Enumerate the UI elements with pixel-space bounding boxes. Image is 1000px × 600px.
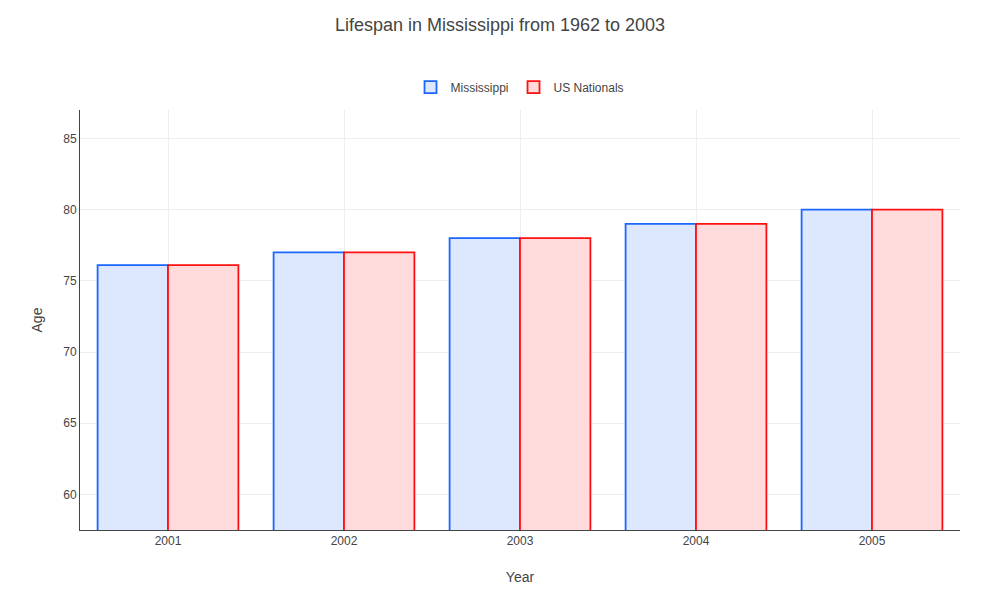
svg-text:85: 85	[63, 132, 77, 146]
svg-text:Age: Age	[29, 307, 45, 332]
svg-text:2003: 2003	[507, 534, 534, 548]
svg-text:80: 80	[63, 203, 77, 217]
svg-text:Year: Year	[506, 569, 535, 585]
svg-text:US Nationals: US Nationals	[554, 81, 624, 95]
svg-text:2001: 2001	[155, 534, 182, 548]
svg-text:2005: 2005	[859, 534, 886, 548]
svg-text:2004: 2004	[683, 534, 710, 548]
svg-text:60: 60	[63, 488, 77, 502]
svg-text:75: 75	[63, 274, 77, 288]
svg-text:Mississippi: Mississippi	[451, 81, 509, 95]
svg-text:2002: 2002	[331, 534, 358, 548]
svg-text:70: 70	[63, 345, 77, 359]
svg-text:65: 65	[63, 416, 77, 430]
svg-text:Lifespan in Mississippi from 1: Lifespan in Mississippi from 1962 to 200…	[335, 15, 665, 35]
